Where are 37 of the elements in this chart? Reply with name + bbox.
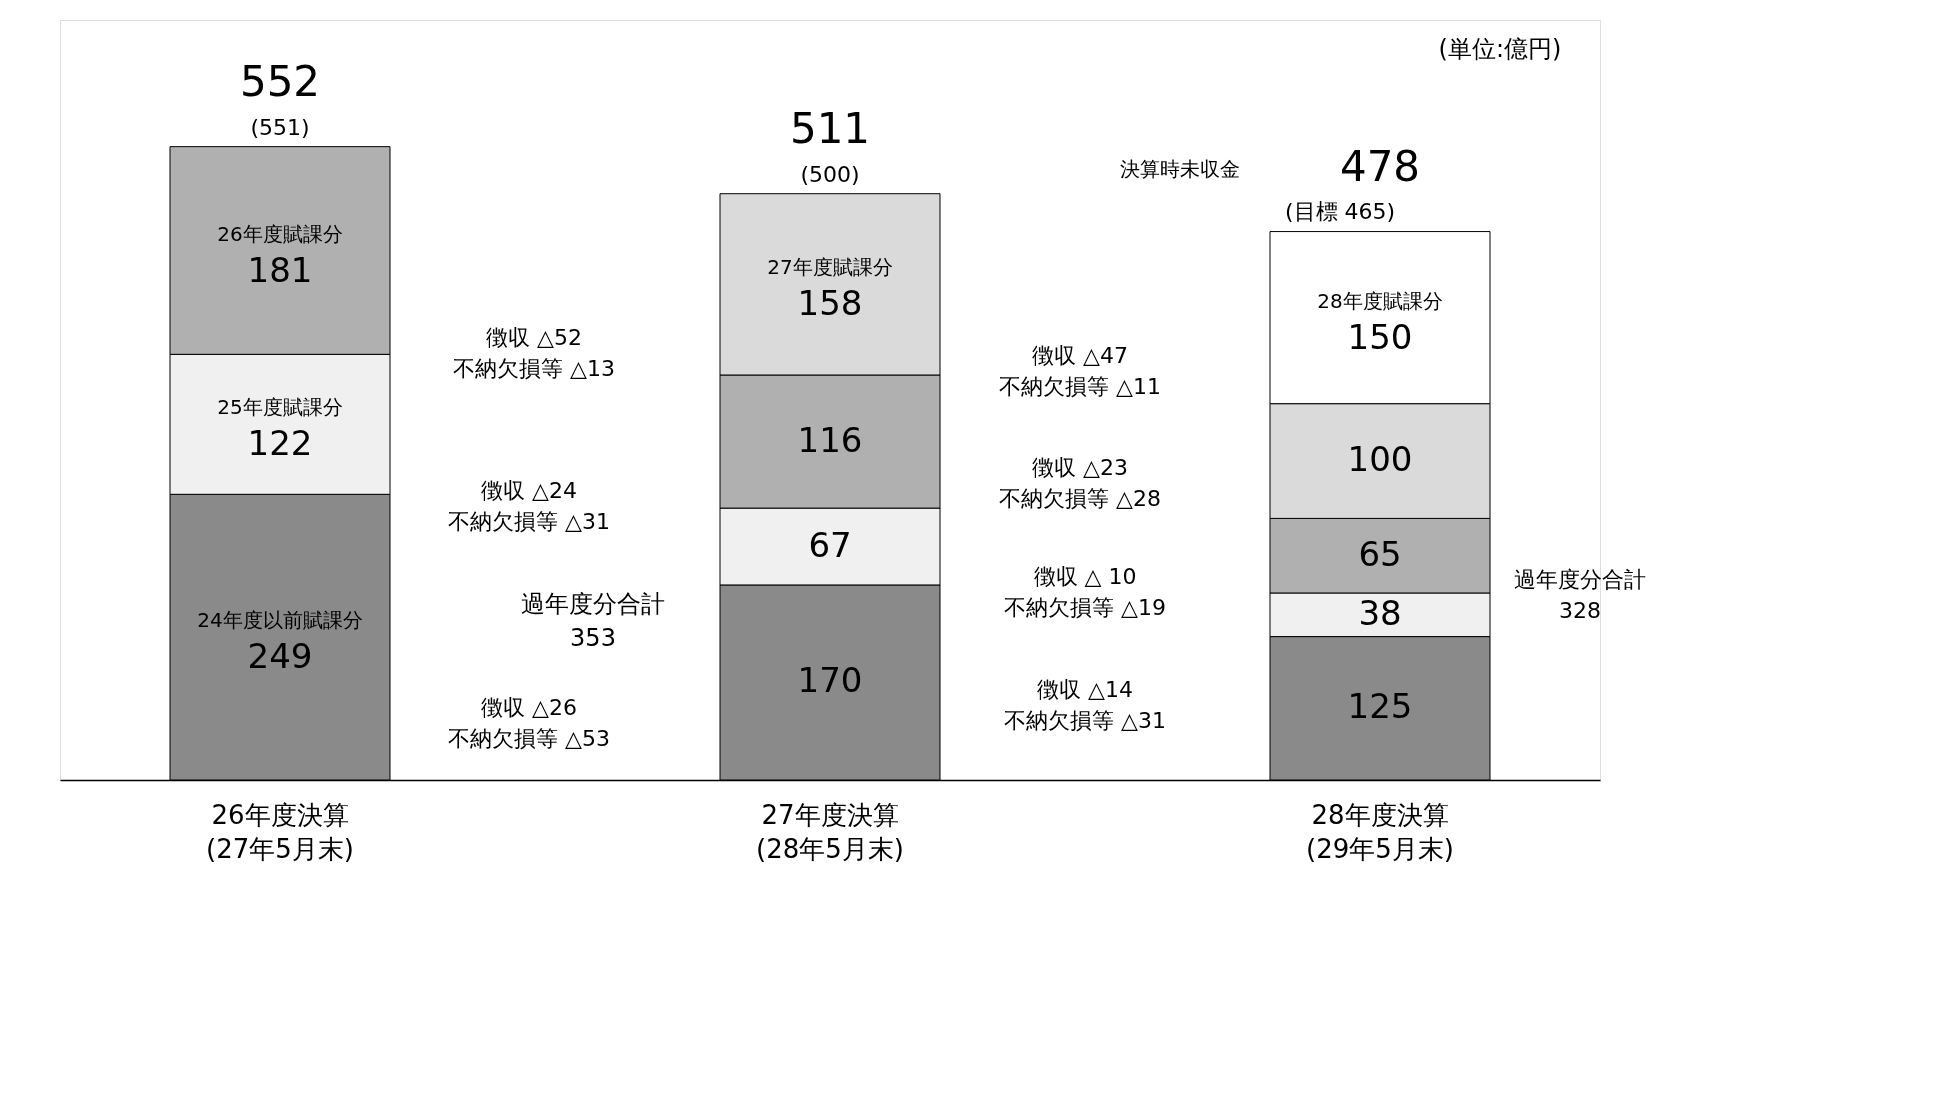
series-label: 26年度賦課分 (217, 221, 343, 246)
data-label: 100 (1347, 439, 1413, 480)
data-label: 116 (797, 419, 863, 460)
data-label: 249 (247, 636, 313, 677)
data-label: 181 (247, 249, 313, 290)
annotation: 徴収 △24 不納欠損等 △31 (448, 478, 610, 534)
x-tick-label: 28年度決算 (29年5月末) (1306, 799, 1454, 864)
annotation: 徴収 △14 不納欠損等 △31 (1004, 677, 1166, 733)
total-label: 511 (789, 103, 871, 153)
data-label: 158 (797, 283, 863, 324)
text: (単位:億円) (1438, 35, 1562, 63)
annotation: 過年度分合計 353 (521, 590, 665, 652)
total-label: 478 (1339, 141, 1421, 191)
data-label: 122 (247, 423, 313, 464)
annotation: (目標 465) (1284, 199, 1396, 224)
text: (551) (250, 115, 310, 140)
annotation: (500) (800, 162, 860, 187)
annotation: 徴収 △47 不納欠損等 △11 (999, 343, 1161, 399)
annotation: 決算時未収金 (1120, 157, 1240, 181)
annotation: 徴収 △23 不納欠損等 △28 (999, 455, 1161, 511)
annotation: 徴収 △ 10 不納欠損等 △19 (1004, 564, 1166, 620)
series-label: 28年度賦課分 (1317, 288, 1443, 313)
x-tick-label: 27年度決算 (28年5月末) (756, 799, 904, 864)
data-label: 65 (1358, 533, 1402, 574)
data-label: 67 (808, 524, 852, 565)
annotation: 過年度分合計 328 (1514, 567, 1646, 623)
series-label: 24年度以前賦課分 (197, 608, 363, 633)
data-label: 125 (1347, 686, 1413, 727)
data-label: 38 (1358, 592, 1402, 633)
total-label: 552 (239, 56, 321, 106)
x-tick-label: 26年度決算 (27年5月末) (206, 799, 354, 864)
series-label: 25年度賦課分 (217, 395, 343, 420)
series-label: 27年度賦課分 (767, 255, 893, 280)
data-label: 150 (1347, 316, 1413, 357)
annotation: 徴収 △52 不納欠損等 △13 (453, 325, 615, 381)
annotation: 徴収 △26 不納欠損等 △53 (448, 695, 610, 751)
data-label: 170 (797, 660, 863, 701)
